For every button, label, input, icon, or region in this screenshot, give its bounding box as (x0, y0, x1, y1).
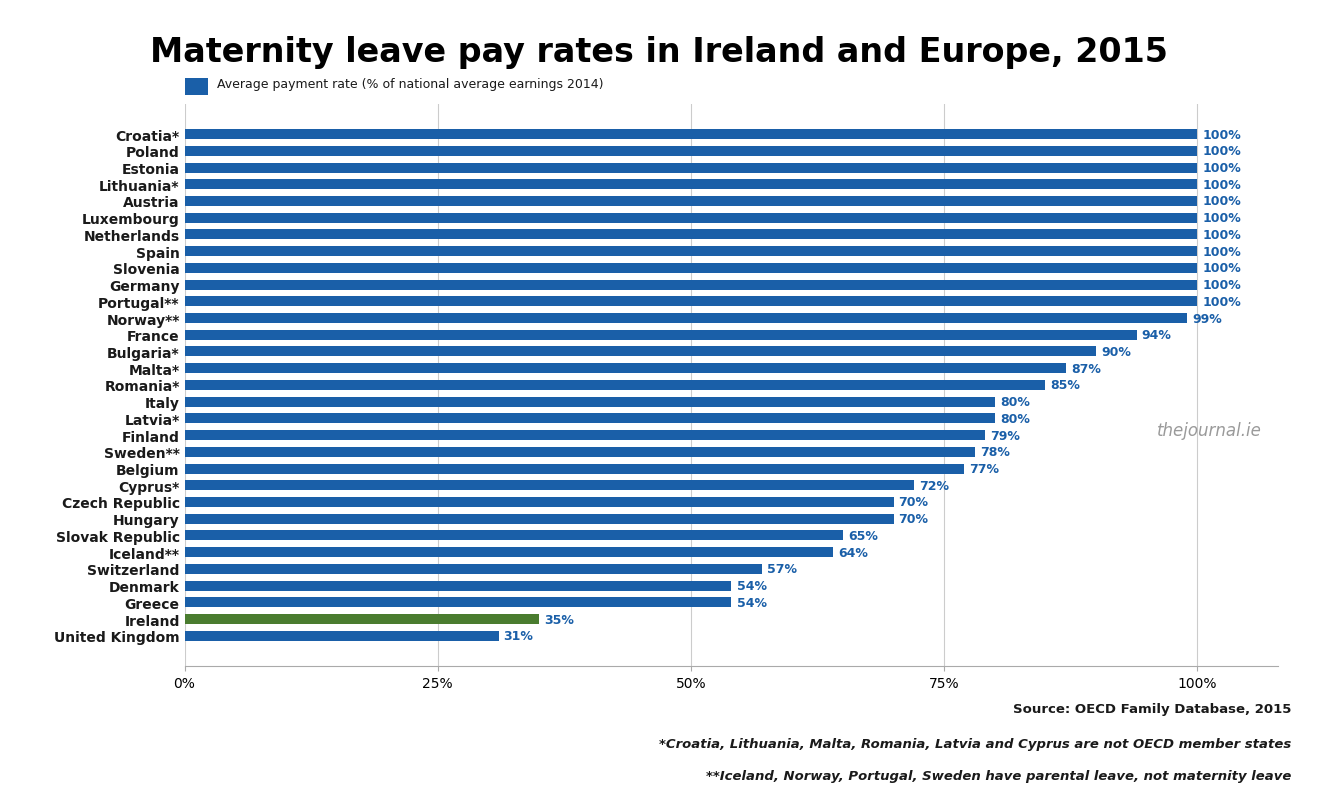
Text: 57%: 57% (767, 563, 797, 576)
Text: 70%: 70% (899, 495, 929, 509)
Text: 77%: 77% (970, 463, 999, 475)
Bar (185, 280, 1198, 290)
Bar (185, 614, 539, 624)
Bar (185, 531, 844, 540)
Bar (185, 631, 498, 641)
Text: 100%: 100% (1202, 212, 1242, 225)
Text: 31%: 31% (503, 630, 534, 642)
Bar (185, 147, 1198, 157)
Text: thejournal.ie: thejournal.ie (1157, 422, 1263, 439)
Bar (185, 597, 731, 608)
Bar (185, 247, 1198, 257)
Bar (185, 581, 731, 591)
Bar (185, 214, 1198, 223)
Bar (185, 330, 1136, 340)
Bar (185, 430, 985, 441)
Text: 99%: 99% (1193, 312, 1222, 325)
Text: 72%: 72% (919, 479, 949, 492)
Text: 54%: 54% (737, 579, 767, 593)
Text: 54%: 54% (737, 596, 767, 609)
Text: 78%: 78% (979, 446, 1010, 459)
Text: 80%: 80% (1000, 396, 1029, 409)
Bar (185, 414, 995, 424)
Text: 100%: 100% (1202, 178, 1242, 192)
Bar (185, 497, 894, 507)
Text: 100%: 100% (1202, 162, 1242, 175)
Text: 64%: 64% (838, 546, 867, 559)
Bar (185, 163, 1198, 173)
Text: 87%: 87% (1070, 362, 1101, 375)
Bar (185, 548, 833, 557)
Text: 100%: 100% (1202, 296, 1242, 308)
Bar (185, 314, 1188, 324)
Bar (185, 565, 762, 574)
Text: Source: OECD Family Database, 2015: Source: OECD Family Database, 2015 (1014, 703, 1292, 715)
Bar (185, 130, 1198, 140)
Bar (185, 364, 1066, 373)
Text: 70%: 70% (899, 512, 929, 525)
Bar (185, 297, 1198, 307)
Bar (185, 197, 1198, 206)
Bar (185, 514, 894, 524)
Text: 100%: 100% (1202, 246, 1242, 259)
Text: 100%: 100% (1202, 229, 1242, 242)
Bar (185, 230, 1198, 240)
Text: 100%: 100% (1202, 145, 1242, 158)
Bar (185, 464, 965, 474)
Text: 80%: 80% (1000, 413, 1029, 426)
Bar (185, 397, 995, 407)
Text: 85%: 85% (1050, 379, 1081, 392)
Bar (185, 347, 1097, 357)
Text: Maternity leave pay rates in Ireland and Europe, 2015: Maternity leave pay rates in Ireland and… (150, 36, 1168, 69)
Text: **Iceland, Norway, Portugal, Sweden have parental leave, not maternity leave: **Iceland, Norway, Portugal, Sweden have… (706, 769, 1292, 782)
Text: 94%: 94% (1141, 329, 1172, 342)
Bar (185, 381, 1045, 390)
Bar (185, 447, 974, 457)
Text: 35%: 35% (544, 613, 573, 626)
Bar (185, 481, 913, 491)
Text: 65%: 65% (847, 529, 878, 542)
Text: 79%: 79% (990, 429, 1020, 442)
Text: *Croatia, Lithuania, Malta, Romania, Latvia and Cyprus are not OECD member state: *Croatia, Lithuania, Malta, Romania, Lat… (659, 737, 1292, 750)
Text: 100%: 100% (1202, 128, 1242, 141)
Text: 100%: 100% (1202, 262, 1242, 275)
Bar (185, 180, 1198, 190)
Text: 100%: 100% (1202, 279, 1242, 291)
Bar (185, 263, 1198, 274)
Text: Average payment rate (% of national average earnings 2014): Average payment rate (% of national aver… (217, 78, 604, 91)
Text: 90%: 90% (1102, 345, 1131, 358)
Text: 100%: 100% (1202, 195, 1242, 208)
